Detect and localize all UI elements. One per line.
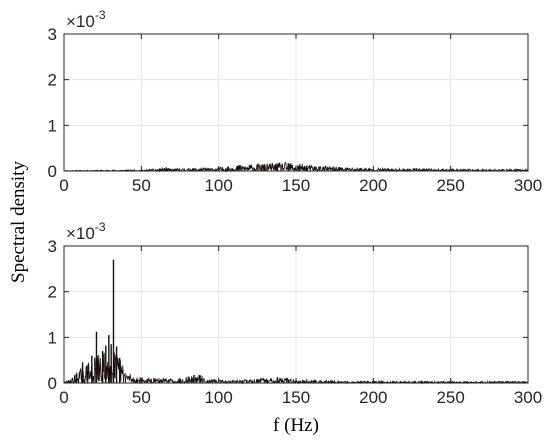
x-tick-label: 100	[204, 176, 232, 195]
y-tick-label: 0	[48, 162, 57, 181]
x-tick-label: 300	[514, 388, 542, 407]
x-tick-label: 50	[132, 388, 151, 407]
x-tick-label: 150	[282, 388, 310, 407]
x-tick-label: 250	[436, 176, 464, 195]
x-tick-label: 250	[436, 388, 464, 407]
y-tick-label: 3	[48, 237, 57, 256]
x-tick-label: 150	[282, 176, 310, 195]
x-tick-label: 0	[59, 388, 68, 407]
x-axis-label: f (Hz)	[273, 415, 319, 436]
y-tick-label: 1	[48, 328, 57, 347]
bottom-panel: 0 50 100 150 200 250 300 0 1 2 3 ×10-3	[48, 220, 543, 407]
y-tick-label: 2	[48, 71, 57, 90]
x-tick-label: 300	[514, 176, 542, 195]
y-exponent-label: ×10-3	[66, 220, 106, 243]
y-tick-label: 3	[48, 25, 57, 44]
y-tick-label: 0	[48, 374, 57, 393]
y-tick-label: 2	[48, 283, 57, 302]
x-tick-label: 100	[204, 388, 232, 407]
top-panel: 0 50 100 150 200 250 300 0 1 2 3 ×10-3	[48, 8, 543, 195]
x-tick-label: 50	[132, 176, 151, 195]
y-exponent-label: ×10-3	[66, 8, 106, 31]
x-tick-label: 200	[359, 388, 387, 407]
x-tick-label: 200	[359, 176, 387, 195]
y-tick-label: 1	[48, 116, 57, 135]
y-axis-label: Spectral density	[8, 161, 29, 283]
x-tick-label: 0	[59, 176, 68, 195]
